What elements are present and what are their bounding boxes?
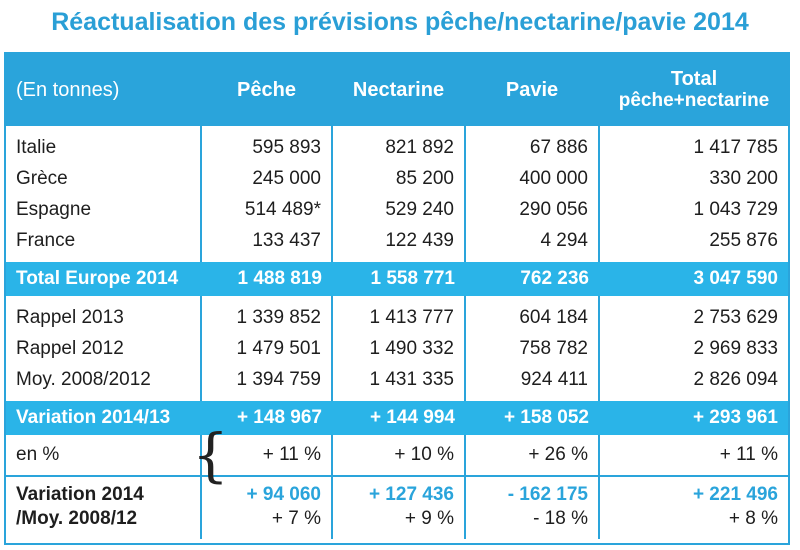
- table-header-row: (En tonnes) Pêche Nectarine Pavie Total …: [6, 54, 788, 126]
- cell-peche: + 148 967: [201, 401, 332, 435]
- cell-pavie: 4 294: [464, 225, 599, 256]
- cell-nectarine: 1 558 771: [332, 262, 465, 296]
- cell-pavie: 924 411: [464, 364, 599, 395]
- total-header: Total pêche+nectarine: [598, 54, 788, 126]
- row-label: Espagne: [16, 199, 92, 220]
- row-label-line1: Variation 2014: [16, 484, 144, 505]
- cell-nectarine: 529 240: [331, 194, 465, 225]
- row-label: en %: [6, 435, 201, 477]
- percent: - 18 %: [533, 508, 588, 529]
- table-row: Grèce 245 000 85 200 400 000 330 200: [6, 163, 788, 194]
- value: + 221 496: [692, 484, 778, 505]
- table-row: Rappel 2013 1 339 852 1 413 777 604 184 …: [6, 302, 788, 333]
- cell-pavie: 67 886: [464, 132, 599, 163]
- total-europe-row: Total Europe 2014 1 488 819 1 558 771 76…: [6, 262, 788, 296]
- cell-nectarine: 1 431 335: [331, 364, 465, 395]
- cell-pavie: + 26 %: [464, 435, 599, 477]
- percent: + 9 %: [404, 508, 454, 529]
- cell-pavie: 758 782: [464, 333, 599, 364]
- cell-peche: 595 893: [200, 132, 332, 163]
- table-row: Italie 595 893 821 892 67 886 1 417 785: [6, 132, 788, 163]
- value: + 127 436: [368, 484, 454, 505]
- cell-peche: 1 479 501: [200, 333, 332, 364]
- variation-2013-row: Variation 2014/13 + 148 967 + 144 994 + …: [6, 401, 788, 435]
- percent: + 8 %: [728, 508, 778, 529]
- cell-total: 330 200: [598, 163, 788, 194]
- cell-total: 2 969 833: [598, 333, 788, 364]
- cell-nectarine: + 10 %: [331, 435, 465, 477]
- cell-total: 2 826 094: [598, 364, 788, 395]
- cell-pavie: 604 184: [464, 302, 599, 333]
- cell-nectarine: + 127 436 + 9 %: [331, 476, 465, 539]
- pavie-header: Pavie: [464, 54, 599, 126]
- percent: + 7 %: [271, 508, 321, 529]
- table-row: France 133 437 122 439 4 294 255 876: [6, 225, 788, 256]
- cell-peche: + 94 060 + 7 %: [200, 476, 332, 539]
- variation-average-row: Variation 2014 /Moy. 2008/12 + 94 060 + …: [6, 476, 788, 539]
- table-row: Rappel 2012 1 479 501 1 490 332 758 782 …: [6, 333, 788, 364]
- cell-total: 2 753 629: [598, 302, 788, 333]
- page-title: Réactualisation des prévisions pêche/nec…: [51, 8, 749, 36]
- cell-pavie: 400 000: [464, 163, 599, 194]
- cell-peche: 1 339 852: [200, 302, 332, 333]
- cell-total: + 293 961: [599, 401, 788, 435]
- unit-header: (En tonnes): [6, 54, 201, 126]
- table-row: Espagne 514 489* 529 240 290 056 1 043 7…: [6, 194, 788, 225]
- cell-total: + 11 %: [598, 435, 788, 477]
- cell-total: 1 043 729: [598, 194, 788, 225]
- row-label: Total Europe 2014: [6, 262, 201, 296]
- curly-brace: {: [192, 421, 229, 489]
- cell-pavie: 290 056: [464, 194, 599, 225]
- total-header-line2: pêche+nectarine: [618, 90, 770, 111]
- cell-peche: 133 437: [200, 225, 332, 256]
- nectarine-header: Nectarine: [331, 54, 465, 126]
- cell-total: + 221 496 + 8 %: [598, 476, 788, 539]
- forecast-table: (En tonnes) Pêche Nectarine Pavie Total …: [6, 54, 788, 539]
- cell-pavie: 762 236: [465, 262, 599, 296]
- percent-row: en % + 11 % + 10 % + 26 % + 11 %: [6, 435, 788, 477]
- cell-peche: + 11 %: [200, 435, 332, 477]
- cell-peche: 1 488 819: [201, 262, 332, 296]
- row-label: Rappel 2012: [16, 338, 124, 359]
- total-header-line1: Total: [670, 68, 718, 90]
- cell-peche: 1 394 759: [200, 364, 332, 395]
- cell-nectarine: 122 439: [331, 225, 465, 256]
- cell-total: 3 047 590: [599, 262, 788, 296]
- forecast-table-frame: (En tonnes) Pêche Nectarine Pavie Total …: [4, 52, 790, 545]
- row-label: Grèce: [16, 168, 68, 189]
- row-label: Variation 2014/13: [6, 401, 201, 435]
- cell-nectarine: 1 490 332: [331, 333, 465, 364]
- cell-pavie: - 162 175 - 18 %: [464, 476, 599, 539]
- value: - 162 175: [507, 484, 588, 505]
- cell-peche: 245 000: [200, 163, 332, 194]
- row-label: Rappel 2013: [16, 307, 124, 328]
- row-label: France: [16, 230, 76, 251]
- cell-peche: 514 489*: [200, 194, 332, 225]
- row-label: Italie: [16, 137, 57, 158]
- value: + 94 060: [246, 484, 322, 505]
- cell-nectarine: + 144 994: [332, 401, 465, 435]
- row-label: Moy. 2008/2012: [16, 369, 151, 390]
- peche-header: Pêche: [200, 54, 332, 126]
- cell-nectarine: 1 413 777: [331, 302, 465, 333]
- cell-pavie: + 158 052: [465, 401, 599, 435]
- cell-nectarine: 85 200: [331, 163, 465, 194]
- cell-total: 255 876: [598, 225, 788, 256]
- table-row: Moy. 2008/2012 1 394 759 1 431 335 924 4…: [6, 364, 788, 395]
- cell-total: 1 417 785: [598, 132, 788, 163]
- cell-nectarine: 821 892: [331, 132, 465, 163]
- row-label: Variation 2014 /Moy. 2008/12: [6, 476, 201, 539]
- row-label-line2: /Moy. 2008/12: [16, 508, 138, 529]
